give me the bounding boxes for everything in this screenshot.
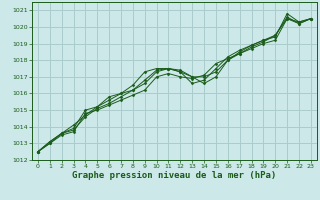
X-axis label: Graphe pression niveau de la mer (hPa): Graphe pression niveau de la mer (hPa) [72,171,276,180]
